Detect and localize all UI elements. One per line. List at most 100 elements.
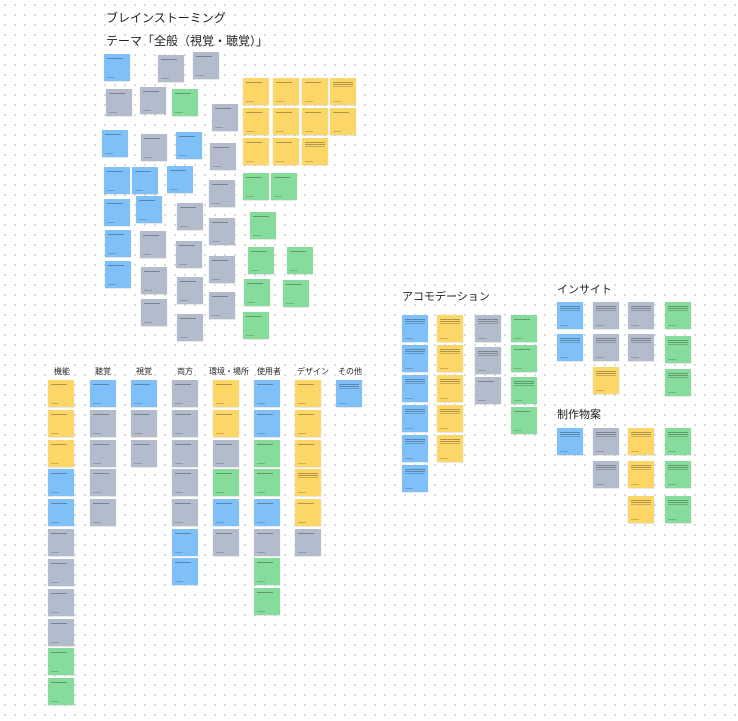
sticky-note[interactable] xyxy=(90,380,116,407)
sticky-note[interactable] xyxy=(628,461,654,488)
sticky-note[interactable] xyxy=(213,529,239,556)
sticky-note[interactable] xyxy=(172,469,198,496)
sticky-note[interactable] xyxy=(172,499,198,526)
sticky-note[interactable] xyxy=(158,55,184,82)
sticky-note[interactable] xyxy=(295,499,321,526)
sticky-note[interactable] xyxy=(273,108,299,135)
sticky-note[interactable] xyxy=(302,138,328,165)
sticky-note[interactable] xyxy=(213,440,239,467)
sticky-note[interactable] xyxy=(209,180,235,207)
sticky-note[interactable] xyxy=(243,138,269,165)
sticky-note[interactable] xyxy=(283,280,309,307)
sticky-note[interactable] xyxy=(244,279,270,306)
sticky-note[interactable] xyxy=(437,405,463,432)
sticky-note[interactable] xyxy=(90,499,116,526)
sticky-note[interactable] xyxy=(131,380,157,407)
sticky-note[interactable] xyxy=(140,87,166,114)
sticky-note[interactable] xyxy=(141,299,167,326)
sticky-note[interactable] xyxy=(90,440,116,467)
sticky-note[interactable] xyxy=(167,166,193,193)
sticky-note[interactable] xyxy=(48,529,74,556)
sticky-note[interactable] xyxy=(177,314,203,341)
sticky-note[interactable] xyxy=(557,302,583,329)
sticky-note[interactable] xyxy=(402,315,428,342)
sticky-note[interactable] xyxy=(437,435,463,462)
sticky-note[interactable] xyxy=(210,143,236,170)
sticky-note[interactable] xyxy=(665,369,691,396)
sticky-note[interactable] xyxy=(172,410,198,437)
sticky-note[interactable] xyxy=(141,134,167,161)
sticky-note[interactable] xyxy=(209,256,235,283)
sticky-note[interactable] xyxy=(557,334,583,361)
sticky-note[interactable] xyxy=(511,315,537,342)
sticky-note[interactable] xyxy=(48,589,74,616)
sticky-note[interactable] xyxy=(48,440,74,467)
sticky-note[interactable] xyxy=(140,231,166,258)
sticky-note[interactable] xyxy=(48,469,74,496)
sticky-note[interactable] xyxy=(665,428,691,455)
sticky-note[interactable] xyxy=(48,678,74,705)
sticky-note[interactable] xyxy=(105,261,131,288)
sticky-note[interactable] xyxy=(475,315,501,342)
sticky-note[interactable] xyxy=(209,292,235,319)
sticky-note[interactable] xyxy=(273,138,299,165)
sticky-note[interactable] xyxy=(475,347,501,374)
sticky-note[interactable] xyxy=(593,367,619,394)
sticky-note[interactable] xyxy=(102,130,128,157)
sticky-note[interactable] xyxy=(243,312,269,339)
sticky-note[interactable] xyxy=(213,380,239,407)
sticky-note[interactable] xyxy=(437,345,463,372)
sticky-note[interactable] xyxy=(213,410,239,437)
sticky-note[interactable] xyxy=(295,380,321,407)
sticky-note[interactable] xyxy=(132,167,158,194)
sticky-note[interactable] xyxy=(511,407,537,434)
sticky-note[interactable] xyxy=(48,499,74,526)
sticky-note[interactable] xyxy=(177,277,203,304)
sticky-note[interactable] xyxy=(273,78,299,105)
sticky-note[interactable] xyxy=(105,230,131,257)
sticky-note[interactable] xyxy=(254,588,280,615)
sticky-note[interactable] xyxy=(665,302,691,329)
sticky-note[interactable] xyxy=(302,78,328,105)
sticky-note[interactable] xyxy=(628,302,654,329)
sticky-note[interactable] xyxy=(176,132,202,159)
sticky-note[interactable] xyxy=(90,469,116,496)
sticky-note[interactable] xyxy=(177,203,203,230)
sticky-note[interactable] xyxy=(48,410,74,437)
sticky-note[interactable] xyxy=(172,380,198,407)
sticky-note[interactable] xyxy=(104,54,130,81)
sticky-note[interactable] xyxy=(172,440,198,467)
sticky-note[interactable] xyxy=(48,648,74,675)
sticky-note[interactable] xyxy=(557,428,583,455)
sticky-note[interactable] xyxy=(402,345,428,372)
sticky-note[interactable] xyxy=(593,461,619,488)
sticky-note[interactable] xyxy=(295,469,321,496)
sticky-note[interactable] xyxy=(131,440,157,467)
sticky-note[interactable] xyxy=(248,247,274,274)
sticky-note[interactable] xyxy=(511,377,537,404)
sticky-note[interactable] xyxy=(628,428,654,455)
sticky-note[interactable] xyxy=(131,410,157,437)
sticky-note[interactable] xyxy=(193,52,219,79)
sticky-note[interactable] xyxy=(243,173,269,200)
sticky-note[interactable] xyxy=(104,199,130,226)
sticky-note[interactable] xyxy=(402,375,428,402)
sticky-note[interactable] xyxy=(141,267,167,294)
sticky-note[interactable] xyxy=(254,558,280,585)
sticky-note[interactable] xyxy=(243,78,269,105)
sticky-note[interactable] xyxy=(402,435,428,462)
sticky-note[interactable] xyxy=(48,559,74,586)
sticky-note[interactable] xyxy=(254,410,280,437)
sticky-note[interactable] xyxy=(665,461,691,488)
sticky-note[interactable] xyxy=(90,410,116,437)
sticky-note[interactable] xyxy=(511,345,537,372)
sticky-note[interactable] xyxy=(295,529,321,556)
sticky-note[interactable] xyxy=(172,558,198,585)
sticky-note[interactable] xyxy=(302,108,328,135)
sticky-note[interactable] xyxy=(254,529,280,556)
sticky-note[interactable] xyxy=(295,410,321,437)
sticky-note[interactable] xyxy=(104,167,130,194)
sticky-note[interactable] xyxy=(172,529,198,556)
sticky-note[interactable] xyxy=(402,405,428,432)
